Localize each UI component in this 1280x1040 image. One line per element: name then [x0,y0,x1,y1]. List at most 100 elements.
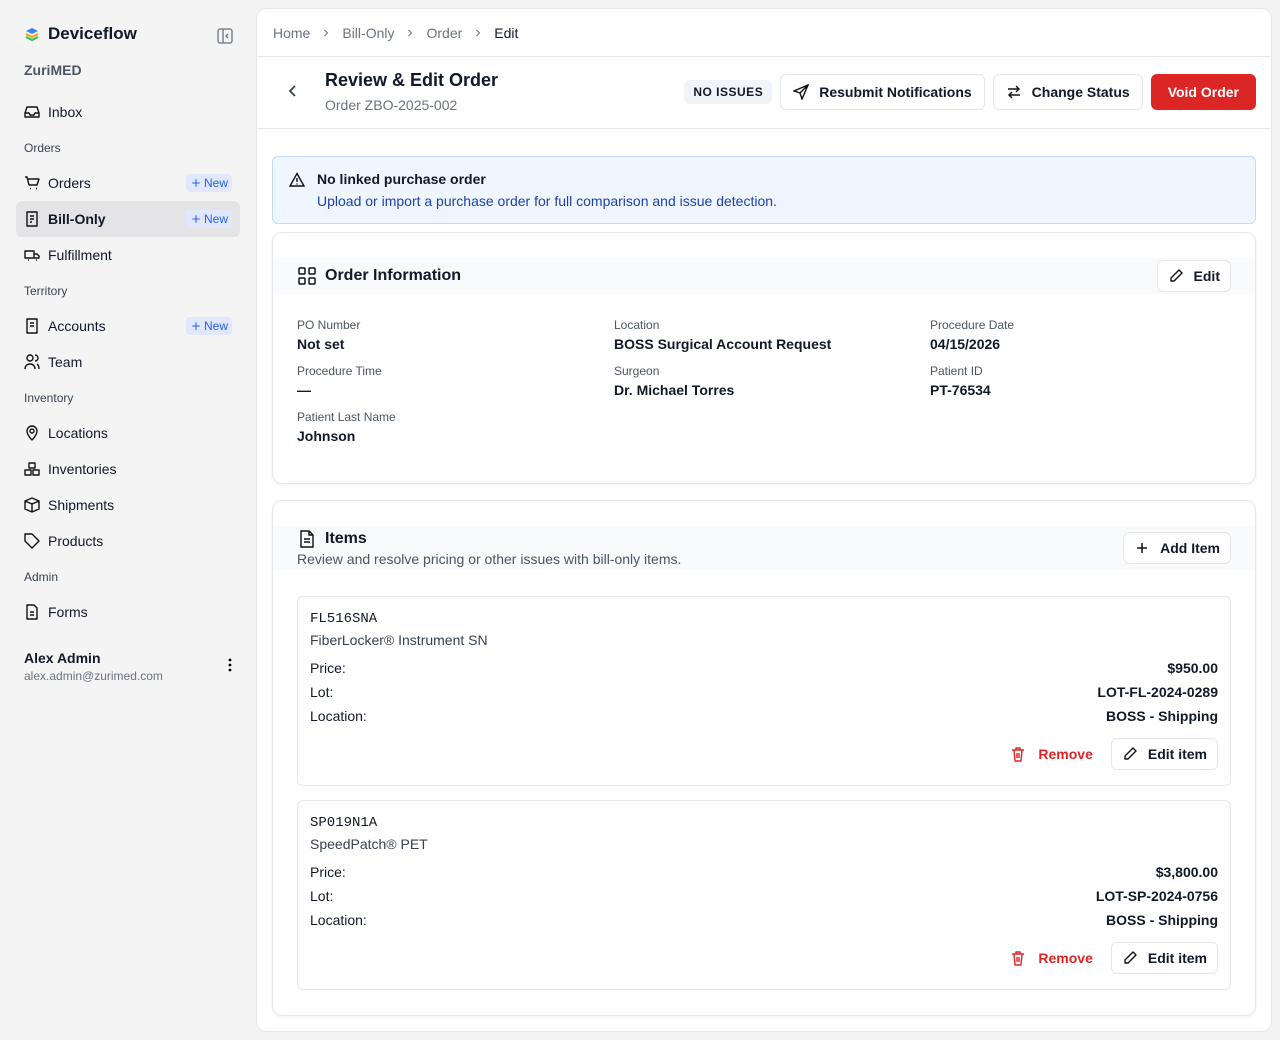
new-badge[interactable]: New [185,210,232,228]
icon [192,179,200,187]
main: Home Bill-Only Order Edit Review & Edit Ord… [256,8,1272,1032]
change-status-button[interactable]: Change Status [992,74,1143,110]
field-value: Johnson [297,428,356,444]
item-code: FL516SNA [310,611,378,627]
icon [24,497,40,513]
field-value: Dr. Michael Torres [614,382,735,398]
row-value: $3,800.00 [1155,864,1218,880]
new-badge[interactable]: New [185,174,232,192]
card-title: Order Information [297,266,461,286]
edit-item-button[interactable]: Edit item [1110,738,1218,770]
user-menu[interactable] [228,658,232,672]
nav-item[interactable]: Locations [16,415,240,451]
button-label: Change Status [1031,84,1130,100]
icon [324,29,329,36]
nav-item[interactable]: Shipments [16,487,240,523]
crumb[interactable]: Home [273,24,311,41]
icon [24,106,40,118]
nav-item[interactable]: Bill-Only New [16,201,240,237]
icon [1012,951,1025,966]
item-row: Price: $3,800.00 [310,860,1218,884]
nav-label: Team [48,354,83,370]
item-name: FiberLocker® Instrument SN [310,632,488,648]
nav-item[interactable]: Products [16,523,240,559]
item-name: SpeedPatch® PET [310,836,428,852]
collapse-button[interactable] [217,28,233,44]
nav-item[interactable]: Settings [16,630,240,640]
alert-title: No linked purchase order [317,171,486,187]
breadcrumb: Home Bill-Only Order Edit [257,9,1271,57]
field-label: Surgeon [614,364,660,378]
void-button[interactable]: Void Order [1150,74,1256,110]
icon [24,250,40,261]
button-label: Remove [1038,746,1093,762]
field: Location BOSS Surgical Account Request [614,318,930,352]
field-value: PT-76534 [930,382,991,398]
edit-item-button[interactable]: Edit item [1110,942,1218,974]
new-badge[interactable]: New [185,317,232,335]
icon [26,604,38,620]
field: Patient ID PT-76534 [930,364,1231,398]
alert-message: Upload or import a purchase order for fu… [317,193,777,209]
field-label: Location [614,318,660,332]
field-value: 04/15/2026 [930,336,1001,352]
back-button[interactable] [285,83,301,99]
nav-label: Orders [48,175,91,191]
icon [192,322,200,330]
row-value: BOSS - Shipping [1106,708,1218,724]
card-title: Items [297,529,681,549]
title-text: Items [325,530,367,547]
field-label: Patient ID [930,364,983,378]
row-value: LOT-SP-2024-0756 [1095,888,1218,904]
fields: PO Number Not set Location BOSS Surgical Ac… [273,294,1255,470]
nav-item[interactable]: Forms [16,594,240,630]
content: No linked purchase order Upload or impor… [257,129,1271,1016]
nav: Inbox Orders Orders New Bill-Only New Fulfillm… [16,94,240,640]
field-value: — [297,382,311,398]
icon [192,215,200,223]
row-label: Location: [310,708,367,724]
icon [26,211,38,227]
row-label: Lot: [310,684,334,700]
item-row: Price: $950.00 [310,656,1218,680]
nav-section: Admin [24,570,59,584]
remove-button[interactable]: Remove [1010,746,1093,762]
crumb[interactable]: Order [426,24,463,41]
user-name: Alex Admin [24,650,101,666]
field: PO Number Not set [297,318,614,352]
icon [25,176,40,190]
nav-item[interactable]: Fulfillment [16,237,240,273]
item-row: Lot: LOT-FL-2024-0289 [310,680,1218,704]
field-value: Not set [297,336,345,352]
nav-section: Inventory [24,391,74,405]
page-header: Review & Edit Order Order ZBO-2025-002 N… [257,57,1271,129]
title-text: Order Information [325,267,462,284]
nav-item[interactable]: Inventories [16,451,240,487]
card-subtitle: Review and resolve pricing or other issu… [297,551,682,567]
user: Alex Admin alex.admin@zurimed.com [24,650,240,683]
nav-section: Territory [24,284,68,298]
edit-button[interactable]: Edit [1156,260,1231,292]
nav-item[interactable]: Inbox [16,94,240,130]
nav-label: Forms [48,604,88,620]
org-name: ZuriMED [24,62,82,78]
nav-item[interactable]: Orders New [16,165,240,201]
resubmit-button[interactable]: Resubmit Notifications [780,74,985,110]
page-subtitle: Order ZBO-2025-002 [325,97,458,113]
nav-item[interactable]: Team [16,344,240,380]
row-label: Lot: [310,888,334,904]
remove-button[interactable]: Remove [1010,950,1093,966]
crumb[interactable]: Bill-Only [342,24,395,41]
badge-label: New [203,319,228,333]
field: Procedure Time — [297,364,614,398]
button-label: Add Item [1160,540,1220,556]
item-list: FL516SNA FiberLocker® Instrument SN Price:… [273,596,1255,990]
item-code: SP019N1A [310,815,378,831]
icon [1124,951,1137,964]
add-item-button[interactable]: Add Item [1123,532,1231,564]
badge-label: New [203,212,228,226]
nav-item[interactable]: Accounts New [16,308,240,344]
row-label: Price: [310,864,346,880]
items-card: Items Review and resolve pricing or othe… [272,500,1256,1016]
